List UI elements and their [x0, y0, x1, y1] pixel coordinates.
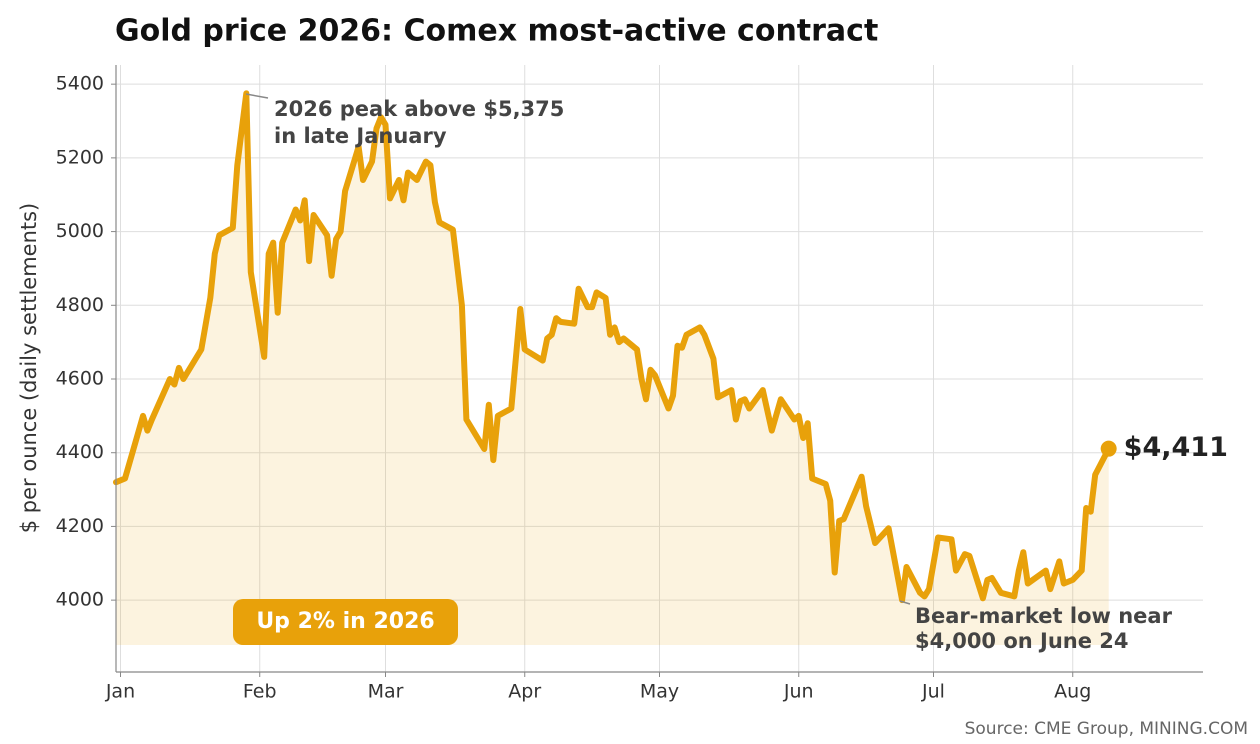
end-label: $4,411	[1124, 432, 1228, 463]
plot-area: $4,411	[113, 90, 1228, 645]
y-tick-label: 4400	[56, 441, 104, 463]
x-tick-label: Apr	[508, 681, 541, 703]
peak-pointer	[245, 93, 269, 99]
x-tick-label: Feb	[243, 681, 277, 703]
end-dot	[1100, 440, 1117, 457]
price-line	[113, 90, 1112, 604]
area	[116, 93, 1109, 645]
badge: Up 2% in 2026	[256, 609, 434, 634]
badge-box	[233, 599, 458, 645]
x-tick-label: May	[640, 681, 679, 703]
y-tick-label: 4600	[56, 368, 104, 390]
peak-note: 2026 peak above $5,375	[274, 97, 564, 121]
x-tick-label: Mar	[368, 681, 404, 703]
peak-note: in late January	[274, 124, 447, 148]
y-tick-label: 4800	[56, 294, 104, 316]
y-tick-label: 5200	[56, 146, 104, 168]
source-note: Source: CME Group, MINING.COM	[965, 719, 1248, 739]
y-tick-label: 5400	[56, 73, 104, 95]
x-tick-label: Jun	[783, 681, 814, 703]
low-note: Bear-market low near	[915, 604, 1173, 628]
low-note: $4,000 on June 24	[915, 629, 1129, 653]
x-tick-label: Jul	[921, 681, 945, 703]
x-tick-label: Jan	[105, 681, 135, 703]
grid: 4000 4200 4400 4600 4800 5000 5200 5400 Jan Feb Ma…	[56, 65, 1203, 703]
y-tick-label: 4000	[56, 589, 104, 611]
y-tick-label: 5000	[56, 220, 104, 242]
y-tick-label: 4200	[56, 515, 104, 537]
chart-title: Gold price 2026: Comex most-active contr…	[115, 14, 878, 49]
y-axis-label: $ per ounce (daily settlements)	[17, 203, 41, 534]
low-pointer	[899, 600, 911, 605]
x-tick-label: Aug	[1054, 681, 1091, 703]
